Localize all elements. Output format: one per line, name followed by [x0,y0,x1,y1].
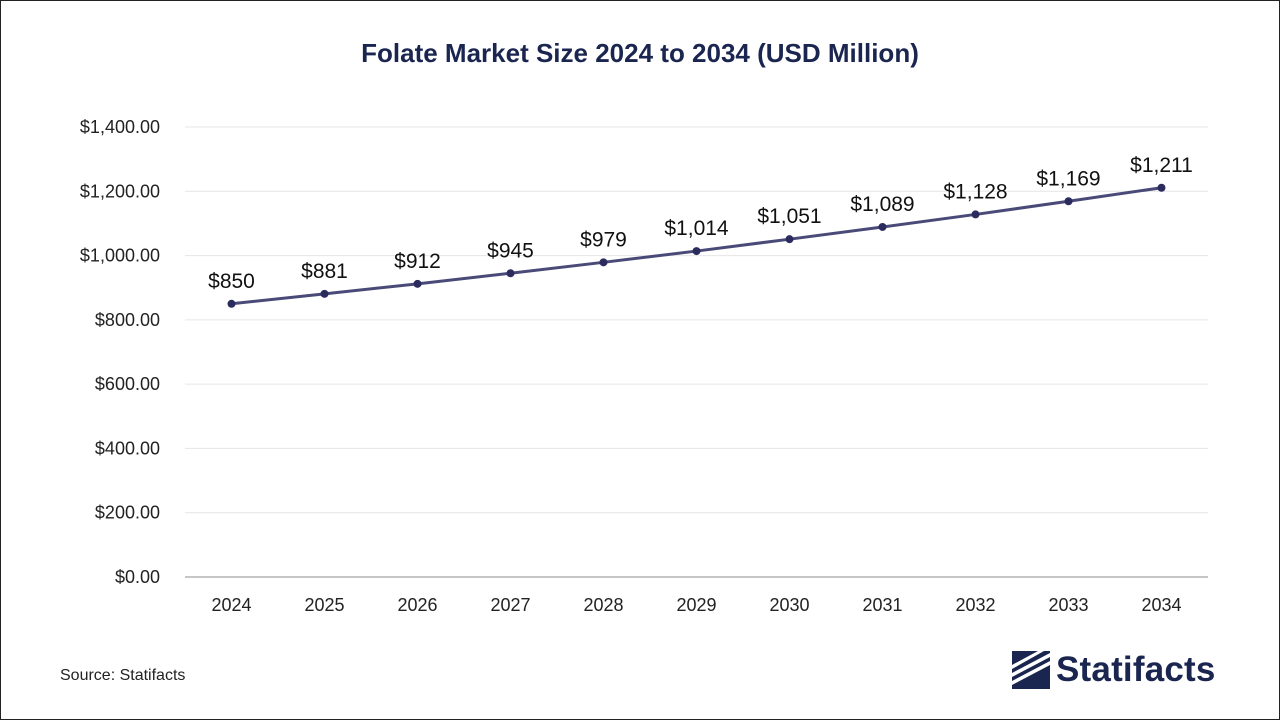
brand-logo: Statifacts [1012,650,1216,690]
data-point [506,269,515,278]
x-tick-label: 2028 [583,595,623,615]
y-tick-label: $1,400.00 [80,117,160,137]
data-point [1064,197,1073,206]
x-tick-label: 2025 [304,595,344,615]
brand-name: Statifacts [1056,650,1216,689]
x-tick-label: 2030 [769,595,809,615]
data-point [971,210,980,219]
data-label: $1,014 [664,217,729,240]
y-tick-label: $1,200.00 [80,181,160,201]
data-label: $945 [487,239,534,262]
data-label: $1,128 [943,180,1007,203]
x-tick-label: 2034 [1141,595,1181,615]
x-tick-label: 2024 [211,595,251,615]
data-point [1157,183,1166,192]
statifacts-logo-icon [1012,651,1050,689]
x-tick-label: 2029 [676,595,716,615]
x-tick-label: 2027 [490,595,530,615]
data-label: $979 [580,228,627,251]
data-point [413,279,422,288]
x-tick-label: 2026 [397,595,437,615]
data-point [692,247,701,256]
y-tick-label: $800.00 [95,310,160,330]
data-point [599,258,608,267]
chart-title: Folate Market Size 2024 to 2034 (USD Mil… [361,38,919,68]
data-label: $1,169 [1036,167,1100,190]
data-label: $912 [394,250,441,273]
series-line [231,186,1162,306]
y-tick-label: $1,000.00 [80,246,160,266]
y-tick-label: $400.00 [95,438,160,458]
x-tick-label: 2031 [862,595,902,615]
data-label: $1,211 [1130,154,1193,177]
data-label: $850 [208,270,255,293]
data-point [227,299,236,308]
source-note: Source: Statifacts [60,667,186,684]
data-label: $881 [301,260,348,283]
data-point [878,222,887,231]
y-tick-label: $200.00 [95,503,160,523]
data-label: $1,051 [757,205,821,228]
x-tick-label: 2033 [1048,595,1088,615]
x-tick-label: 2032 [955,595,995,615]
y-tick-label: $0.00 [115,567,160,587]
data-point [320,289,329,298]
data-point [785,235,794,244]
y-tick-label: $600.00 [95,374,160,394]
data-label: $1,089 [850,193,914,216]
